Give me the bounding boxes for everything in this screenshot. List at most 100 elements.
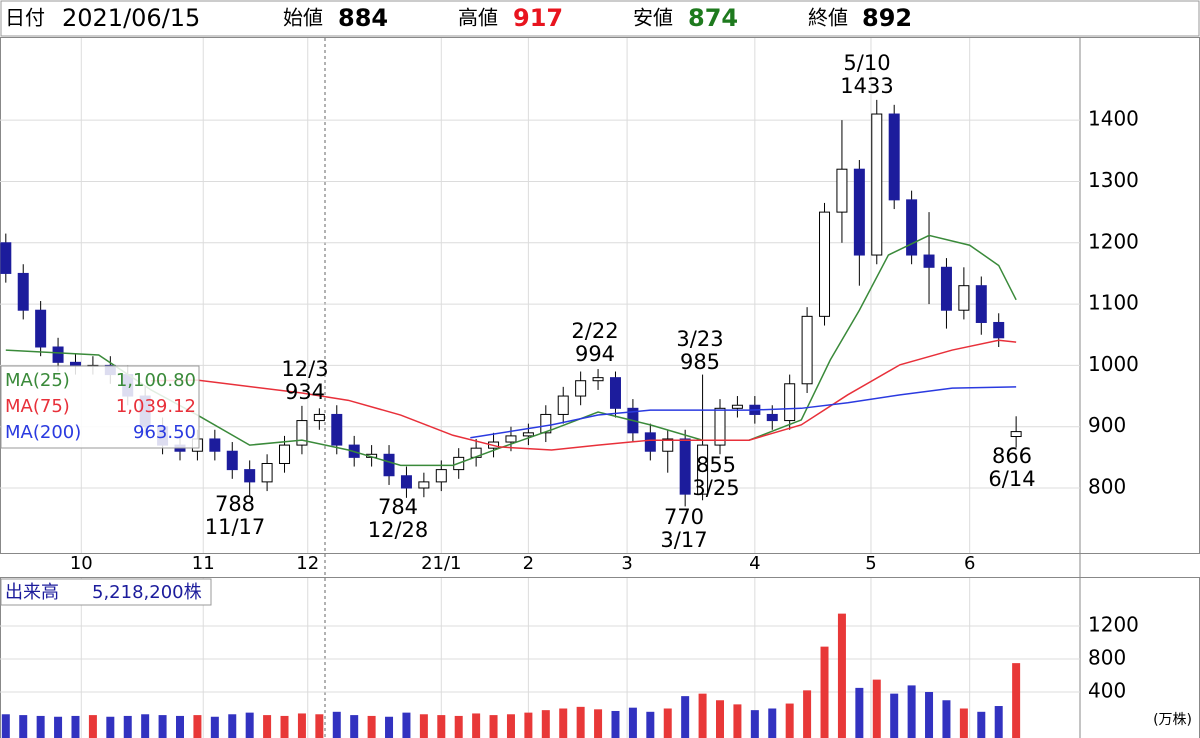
- y-tick-label: 800: [1088, 646, 1126, 670]
- y-tick-label: 1400: [1088, 107, 1139, 131]
- volume-bar: [385, 716, 394, 738]
- volume-unit: (万株): [1153, 712, 1192, 728]
- volume-bar: [698, 693, 707, 738]
- volume-bar: [785, 703, 794, 738]
- volume-bar: [559, 708, 568, 738]
- candle-body: [0, 242, 12, 274]
- moving-average-line: [470, 386, 1017, 439]
- candle-body: [609, 377, 621, 409]
- annotation: 11/17: [205, 515, 266, 539]
- volume-bar: [263, 715, 272, 738]
- x-tick-label: 5: [865, 553, 876, 574]
- candle-body: [261, 462, 273, 483]
- volume-bar: [36, 715, 45, 738]
- candle-body: [35, 309, 47, 348]
- moving-average-line: [5, 234, 1017, 467]
- volume-bar: [506, 714, 515, 738]
- candle-body: [679, 438, 691, 495]
- candle-body: [52, 346, 64, 363]
- annotation: 784: [378, 495, 418, 519]
- legend-label: MA(200): [5, 422, 81, 443]
- volume-bar: [454, 715, 463, 738]
- annotation: 3/23: [676, 327, 723, 351]
- candle-body: [836, 168, 848, 213]
- volume-bar: [872, 679, 881, 738]
- volume-bar: [367, 715, 376, 738]
- volume-bar: [611, 710, 620, 738]
- candle-body: [784, 383, 796, 422]
- candle-body: [226, 450, 238, 471]
- x-tick-label: 2: [523, 553, 534, 574]
- candle-body: [906, 199, 918, 256]
- volume-bar: [925, 692, 934, 738]
- volume-bar: [646, 711, 655, 738]
- volume-bar: [733, 704, 742, 738]
- candle-body: [540, 413, 552, 434]
- annotation: 6/14: [988, 467, 1035, 491]
- volume-bar: [106, 716, 115, 738]
- candle-body: [418, 481, 430, 489]
- volume-bar: [437, 715, 446, 738]
- x-tick-label: 12: [296, 553, 319, 574]
- candle-body: [592, 377, 604, 382]
- y-tick-label: 1100: [1088, 291, 1139, 315]
- candle-body: [871, 113, 883, 256]
- y-tick-label: 800: [1088, 475, 1126, 499]
- candle-body: [279, 444, 291, 464]
- y-tick-label: 900: [1088, 413, 1126, 437]
- candle-body: [313, 413, 325, 422]
- x-tick-label: 3: [621, 553, 632, 574]
- candle-body: [331, 413, 343, 446]
- x-tick-label: 21/1: [421, 553, 461, 574]
- y-tick-label: 1000: [1088, 352, 1139, 376]
- volume-bar: [820, 646, 829, 738]
- volume-bar: [472, 713, 481, 738]
- annotation: 3/25: [692, 476, 739, 500]
- legend-value: 1,100.80: [116, 370, 196, 391]
- annotation: 12/28: [368, 518, 429, 542]
- header-label: 日付: [5, 6, 45, 30]
- volume-bar: [297, 713, 306, 738]
- volume-bar: [907, 685, 916, 738]
- annotation: 770: [664, 505, 704, 529]
- volume-bar: [977, 711, 986, 738]
- volume-bar: [228, 714, 237, 738]
- volume-bar: [176, 715, 184, 738]
- volume-bar: [541, 710, 550, 738]
- legend-label: MA(75): [5, 396, 70, 417]
- volume-bar: [942, 700, 951, 738]
- volume-bar: [54, 716, 63, 738]
- candle-body: [766, 413, 778, 422]
- volume-bar: [71, 715, 80, 738]
- x-tick-label: 10: [70, 553, 93, 574]
- volume-label-box: [0, 578, 212, 606]
- header-value: 874: [688, 4, 738, 32]
- volume-bar: [123, 715, 132, 738]
- candle-body: [801, 315, 813, 385]
- candle-body: [244, 469, 256, 483]
- volume-bar: [890, 693, 899, 738]
- plot-layer: 日付 2021/06/15 始値 884 高値 917 安値 874 終値 892 800 900 10…: [0, 4, 1192, 738]
- x-tick-label: 11: [192, 553, 215, 574]
- candle-body: [940, 266, 952, 311]
- header-value: 917: [513, 4, 563, 32]
- candle-body: [209, 438, 221, 452]
- candle-body: [1010, 431, 1022, 438]
- volume-bar: [803, 690, 812, 738]
- volume-bar: [141, 714, 150, 738]
- candle-body: [505, 435, 517, 443]
- volume-bar: [158, 715, 167, 738]
- volume-bar: [663, 708, 672, 738]
- header-value: 892: [862, 4, 912, 32]
- volume-bar: [489, 715, 498, 738]
- legend-value: 1,039.12: [116, 396, 196, 417]
- header-label: 高値: [458, 6, 498, 30]
- volume-bar: [855, 687, 864, 738]
- moving-average-line: [150, 339, 1017, 451]
- volume-title: 出来高: [5, 582, 59, 603]
- volume-bar: [716, 700, 724, 738]
- candle-body: [662, 438, 674, 452]
- candle-body: [697, 444, 709, 495]
- candle-body: [575, 380, 587, 397]
- volume-bar: [750, 710, 759, 738]
